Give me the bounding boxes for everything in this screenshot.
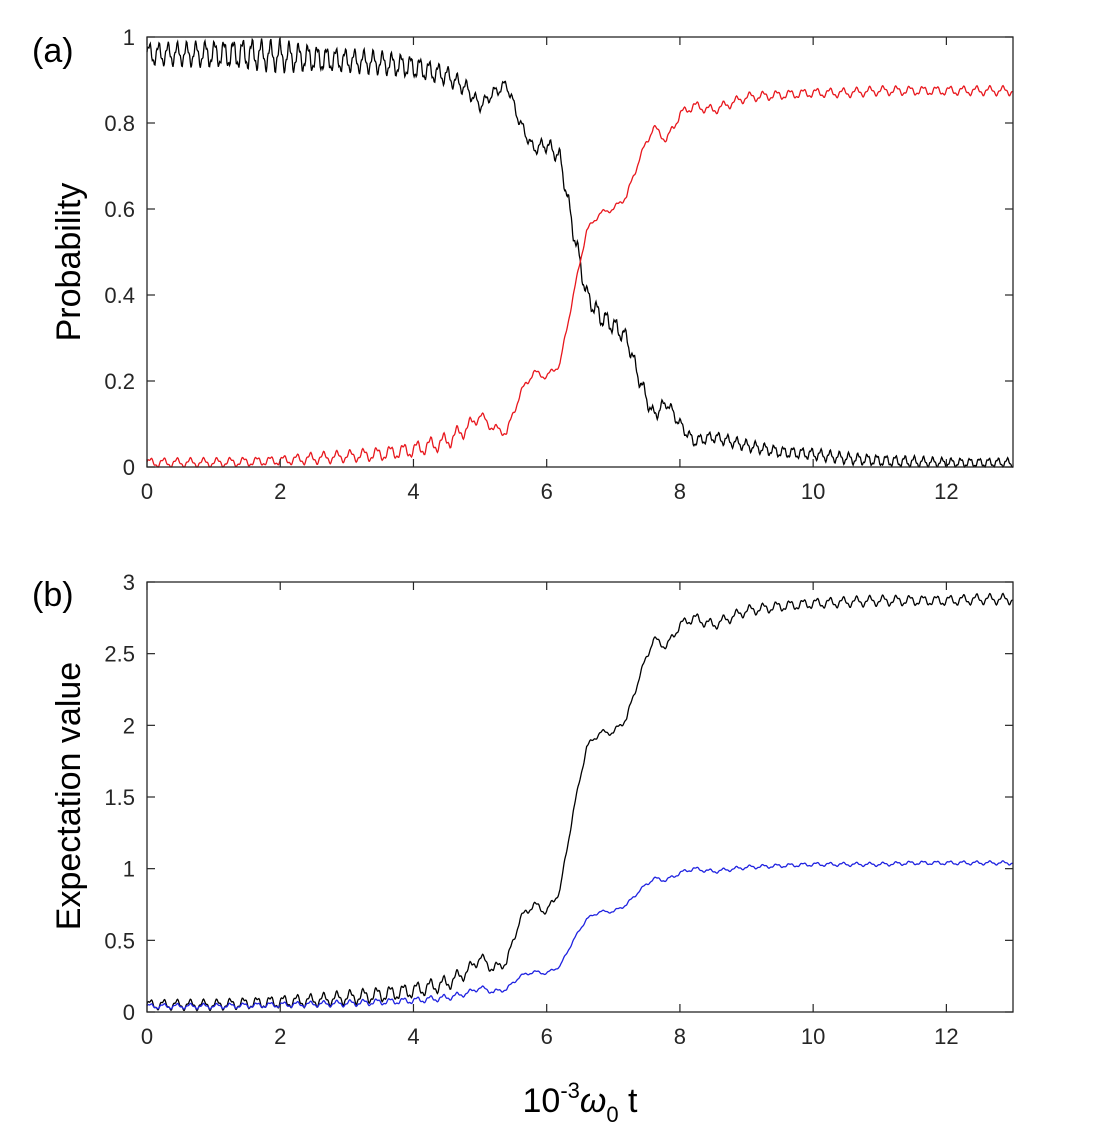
xlabel-subscript: 0	[606, 1102, 618, 1127]
panel-a-axes-box	[146, 36, 1014, 468]
xlabel-exponent: -3	[560, 1078, 580, 1103]
panel-a-probability: (a) Probability 0 2 4 6 8 10 12 0 0.2 0.4 0.6 0.8 1	[32, 25, 1014, 504]
panel-b-ytick-label: 1.5	[104, 785, 135, 810]
panel-b-ytick-label: 2	[123, 713, 135, 738]
panel-a-ytick-label: 1	[123, 25, 135, 50]
panel-b-ylabel: Expectation value	[50, 662, 88, 930]
panel-b-series-group	[146, 592, 1014, 1012]
panel-b-ytick-label: 2.5	[104, 642, 135, 667]
xlabel-omega: ω	[580, 1082, 606, 1120]
panel-a-label: (a)	[32, 32, 74, 70]
panel-b-xtick-label: 12	[934, 1024, 958, 1049]
panel-a-series-red	[146, 84, 1014, 468]
panel-a-xtick-label: 4	[407, 479, 419, 504]
panel-a-xtick-label: 10	[801, 479, 825, 504]
panel-a-yticks: 0 0.2 0.4 0.6 0.8 1	[104, 25, 1013, 480]
panel-b-expectation: (b) Expectation value 0 2 4 6 8 10 12 0 0.5 1 1.5…	[32, 570, 1014, 1127]
panel-a-series-group	[146, 37, 1014, 469]
panel-a-ytick-label: 0.6	[104, 197, 135, 222]
panel-b-xticks: 0 2 4 6 8 10 12	[141, 582, 959, 1049]
panel-a-xtick-label: 0	[141, 479, 153, 504]
panel-b-yticks: 0 0.5 1 1.5 2 2.5 3	[104, 570, 1013, 1025]
panel-b-ytick-label: 1	[123, 857, 135, 882]
panel-a-xtick-label: 12	[934, 479, 958, 504]
panel-b-xtick-label: 10	[801, 1024, 825, 1049]
panel-b-ytick-label: 0	[123, 1000, 135, 1025]
panel-b-xtick-label: 6	[541, 1024, 553, 1049]
panel-a-series-black	[146, 37, 1014, 469]
xlabel-base: 10	[522, 1082, 560, 1120]
panel-b-label: (b)	[32, 576, 74, 614]
panel-a-ylabel: Probability	[50, 183, 88, 342]
panel-b-xtick-label: 8	[674, 1024, 686, 1049]
panel-b-xtick-label: 4	[407, 1024, 419, 1049]
panel-a-ytick-label: 0.8	[104, 111, 135, 136]
panel-b-ytick-label: 0.5	[104, 928, 135, 953]
panel-a-xtick-label: 8	[674, 479, 686, 504]
panel-a-ytick-label: 0.4	[104, 283, 135, 308]
panel-b-xlabel: 10-3ω0 t	[522, 1078, 638, 1127]
panel-a-ytick-label: 0	[123, 455, 135, 480]
panel-b-ytick-label: 3	[123, 570, 135, 595]
xlabel-tail: t	[619, 1082, 638, 1120]
panel-b-xtick-label: 2	[274, 1024, 286, 1049]
panel-a-xtick-label: 2	[274, 479, 286, 504]
panel-a-ytick-label: 0.2	[104, 369, 135, 394]
panel-a-xtick-label: 6	[541, 479, 553, 504]
panel-b-series-blue	[146, 860, 1014, 1010]
panel-b-xtick-label: 0	[141, 1024, 153, 1049]
panel-a-xticks: 0 2 4 6 8 10 12	[141, 37, 959, 504]
